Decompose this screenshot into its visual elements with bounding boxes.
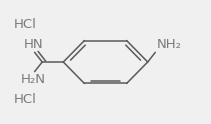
Text: HCl: HCl [14,93,37,106]
Text: HN: HN [24,38,43,51]
Text: NH₂: NH₂ [156,38,181,51]
Text: H₂N: H₂N [21,73,46,86]
Text: HCl: HCl [14,18,37,31]
